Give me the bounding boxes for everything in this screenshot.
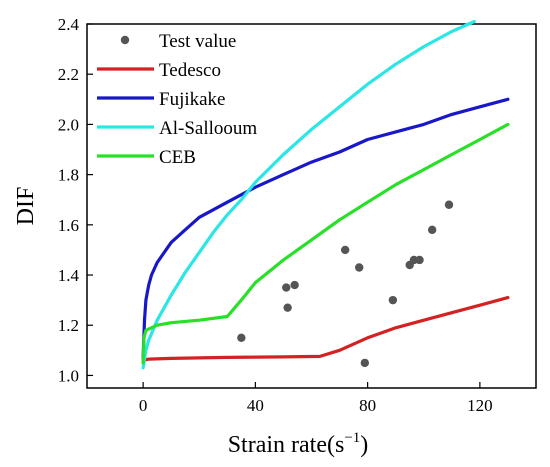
y-tick-label: 2.2 <box>58 65 79 84</box>
data-point <box>290 280 299 290</box>
x-axis-label: Strain rate(s−1) <box>228 430 369 458</box>
legend-label-test-value: Test value <box>159 31 236 52</box>
series-line-tedesco <box>141 296 510 362</box>
y-tick-label: 1.2 <box>58 316 79 335</box>
y-tick-label: 2.4 <box>58 15 80 34</box>
data-point <box>340 245 350 255</box>
data-point <box>282 283 291 292</box>
legend-label-al-sallooum: Al-Sallooum <box>159 118 257 139</box>
y-tick-label: 2.0 <box>58 115 79 134</box>
y-tick-label: 1.4 <box>58 266 80 285</box>
y-tick-label: 1.8 <box>58 166 79 185</box>
series-layer <box>141 19 510 370</box>
y-tick-label: 1.6 <box>58 216 79 235</box>
legend-label-ceb: CEB <box>159 147 196 168</box>
legend-marker-test-value <box>120 35 130 45</box>
y-axis-label: DIF <box>13 187 39 226</box>
data-point <box>360 358 370 368</box>
legend-label-fujikake: Fujikake <box>159 89 226 110</box>
series-line-fujikake <box>141 97 510 360</box>
data-point <box>415 255 424 265</box>
data-point <box>444 200 454 209</box>
data-point <box>427 225 437 235</box>
data-point <box>388 295 398 305</box>
x-tick-label: 0 <box>139 396 148 415</box>
data-point <box>237 333 246 342</box>
legend: Test value Tedesco Fujikake Al-Sallooum CEB <box>97 31 257 168</box>
y-tick-label: 1.0 <box>58 366 79 385</box>
x-axis-label-exponent: −1 <box>344 430 360 446</box>
series-line-al-sallooum <box>141 19 476 370</box>
data-point <box>355 263 364 272</box>
x-axis: 0 40 80 120 <box>139 382 493 415</box>
y-axis: 1.0 1.2 1.4 1.6 1.8 2.0 2.2 2.4 <box>58 15 93 385</box>
series-line-ceb <box>141 122 510 365</box>
x-tick-label: 120 <box>467 396 493 415</box>
x-axis-label-close: ) <box>360 432 368 458</box>
x-tick-label: 40 <box>247 396 264 415</box>
series-test-value <box>237 200 454 368</box>
data-point <box>283 303 292 312</box>
legend-label-tedesco: Tedesco <box>159 60 221 81</box>
x-tick-label: 80 <box>359 396 376 415</box>
x-axis-label-main: Strain rate(s <box>228 432 345 458</box>
plot-frame <box>86 23 537 389</box>
